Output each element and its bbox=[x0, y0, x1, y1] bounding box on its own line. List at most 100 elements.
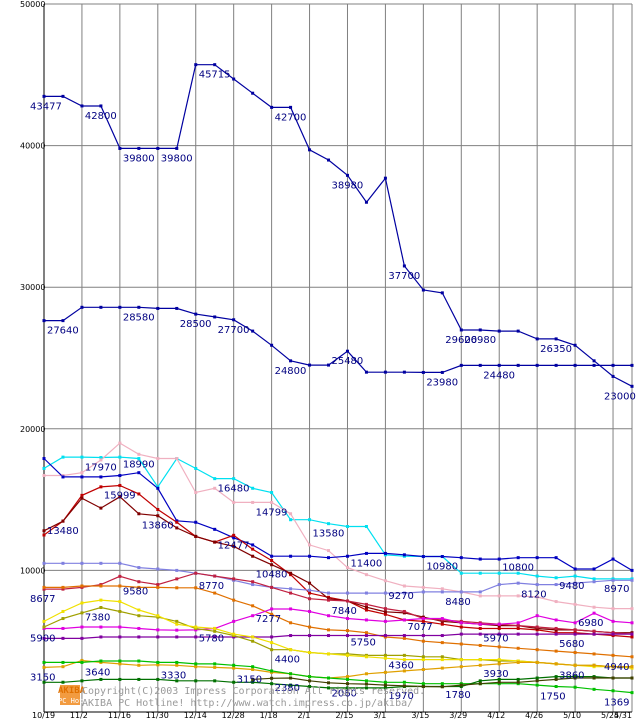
data-point bbox=[478, 663, 482, 667]
data-point bbox=[308, 518, 312, 522]
data-point bbox=[421, 682, 425, 686]
x-tick-label: 11/16 bbox=[108, 711, 131, 720]
data-point bbox=[630, 676, 634, 680]
data-point bbox=[251, 554, 255, 558]
data-point bbox=[630, 363, 634, 367]
data-point bbox=[42, 466, 46, 470]
data-point bbox=[118, 474, 122, 478]
data-point bbox=[156, 614, 160, 618]
data-point bbox=[118, 625, 122, 629]
data-point bbox=[99, 659, 103, 663]
data-point bbox=[573, 363, 577, 367]
data-point bbox=[251, 665, 255, 669]
data-point bbox=[118, 584, 122, 588]
x-tick-label: 5/24 bbox=[601, 711, 619, 720]
data-point bbox=[327, 686, 331, 690]
data-point bbox=[61, 617, 65, 621]
data-point bbox=[232, 533, 236, 537]
data-point bbox=[308, 597, 312, 601]
data-point bbox=[80, 584, 84, 588]
data-label: 2060 bbox=[331, 689, 356, 700]
data-point bbox=[554, 583, 558, 587]
data-label: 26350 bbox=[540, 344, 572, 355]
data-point bbox=[573, 602, 577, 606]
data-point bbox=[270, 585, 274, 589]
data-point bbox=[232, 500, 236, 504]
x-tick-label: 2/1 bbox=[298, 711, 311, 720]
data-point bbox=[364, 631, 368, 635]
data-point bbox=[402, 618, 406, 622]
watermark-url: AKIBA PC Hotline! http://www.watch.impre… bbox=[82, 698, 413, 709]
data-point bbox=[99, 605, 103, 609]
data-point bbox=[289, 571, 293, 575]
data-point bbox=[80, 611, 84, 615]
data-point bbox=[421, 668, 425, 672]
data-point bbox=[270, 669, 274, 673]
data-labels: 43477 42800 39800 39800 45715 42700 38980 37700… bbox=[30, 70, 636, 709]
series-line-16 bbox=[44, 675, 632, 689]
data-point bbox=[118, 574, 122, 578]
data-point bbox=[440, 634, 444, 638]
data-point bbox=[592, 632, 596, 636]
data-label: 4400 bbox=[275, 655, 300, 666]
data-label: 3150 bbox=[237, 675, 262, 686]
data-label: 13580 bbox=[313, 529, 345, 540]
data-point bbox=[156, 660, 160, 664]
data-point bbox=[156, 306, 160, 310]
data-point bbox=[251, 580, 255, 584]
data-point bbox=[42, 585, 46, 589]
data-point bbox=[440, 555, 444, 559]
data-point bbox=[42, 619, 46, 623]
data-label: 18990 bbox=[123, 459, 155, 470]
data-label: 27640 bbox=[47, 326, 79, 337]
data-point bbox=[573, 621, 577, 625]
data-point bbox=[611, 632, 615, 636]
data-point bbox=[137, 659, 141, 663]
data-point bbox=[156, 567, 160, 571]
data-point bbox=[42, 533, 46, 537]
data-point bbox=[497, 626, 501, 630]
data-point bbox=[156, 628, 160, 632]
data-point bbox=[478, 626, 482, 630]
data-point bbox=[459, 665, 463, 669]
data-label: 28580 bbox=[123, 312, 155, 323]
data-point bbox=[592, 577, 596, 581]
series-line-4 bbox=[43, 458, 633, 571]
data-point bbox=[573, 343, 577, 347]
data-point bbox=[194, 586, 198, 590]
data-point bbox=[232, 619, 236, 623]
data-label: 3150 bbox=[30, 672, 55, 683]
y-tick-label: 50000 bbox=[20, 0, 45, 9]
data-point bbox=[80, 493, 84, 497]
data-point bbox=[270, 676, 274, 680]
data-point bbox=[554, 662, 558, 666]
data-point bbox=[345, 566, 349, 570]
data-point bbox=[554, 600, 558, 604]
data-label: 1780 bbox=[445, 690, 470, 701]
data-point bbox=[289, 634, 293, 638]
data-point bbox=[80, 658, 84, 662]
data-point bbox=[630, 578, 634, 582]
data-point bbox=[232, 544, 236, 548]
y-tick-label: 10000 bbox=[20, 566, 45, 575]
data-point bbox=[592, 605, 596, 609]
data-point bbox=[440, 587, 444, 591]
data-point bbox=[175, 457, 179, 461]
data-point bbox=[554, 556, 558, 560]
data-label: 5750 bbox=[350, 638, 375, 649]
data-point bbox=[459, 625, 463, 629]
data-point bbox=[270, 607, 274, 611]
data-point bbox=[99, 677, 103, 681]
data-point bbox=[213, 591, 217, 595]
data-point bbox=[383, 370, 387, 374]
data-point bbox=[232, 632, 236, 636]
data-point bbox=[42, 636, 46, 640]
data-point bbox=[232, 477, 236, 481]
data-point bbox=[421, 617, 425, 621]
data-point bbox=[327, 363, 331, 367]
data-point bbox=[137, 471, 141, 475]
data-label: 23980 bbox=[426, 377, 458, 388]
data-point bbox=[156, 585, 160, 589]
data-point bbox=[345, 599, 349, 603]
data-point bbox=[554, 675, 558, 679]
